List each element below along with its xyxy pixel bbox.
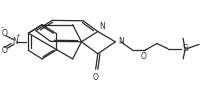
Text: Si: Si (182, 44, 189, 53)
Text: N: N (99, 22, 105, 31)
Text: O: O (93, 73, 99, 82)
Text: +: + (15, 33, 20, 38)
Text: N: N (118, 37, 124, 46)
Text: -: - (1, 25, 3, 31)
Text: O: O (2, 29, 8, 38)
Text: O: O (2, 46, 8, 55)
Text: N: N (12, 37, 18, 46)
Text: O: O (141, 52, 147, 61)
